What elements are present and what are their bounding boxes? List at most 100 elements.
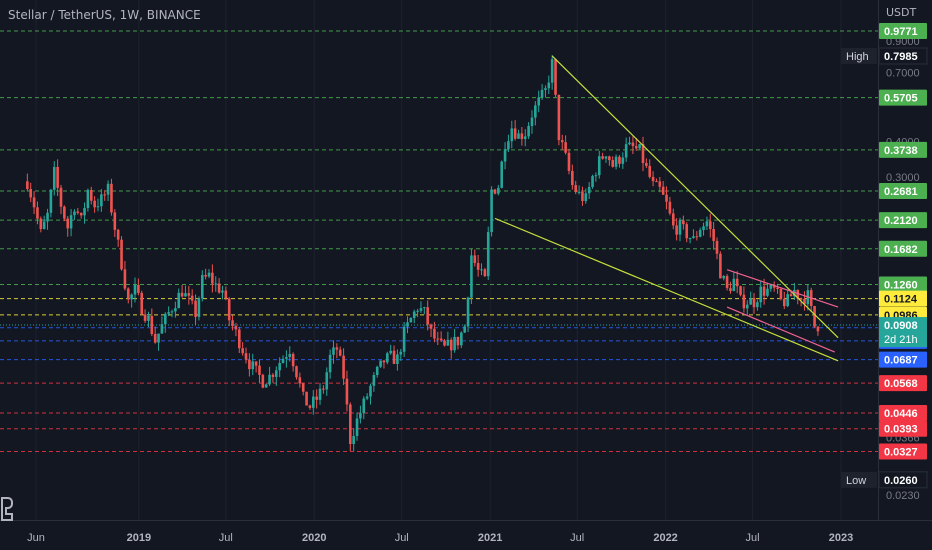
candle-body [480, 269, 483, 271]
candle-body [554, 59, 557, 95]
candle-body [557, 94, 561, 141]
candle-body [739, 286, 742, 295]
candle-body [631, 142, 635, 147]
candle-body [476, 263, 480, 270]
candle-body [73, 211, 76, 216]
candle-body [63, 206, 66, 219]
candle-body [392, 350, 396, 364]
candle-body [29, 188, 33, 198]
candle-body [163, 313, 167, 325]
candle-body [406, 322, 409, 327]
candle-body [126, 288, 130, 300]
price-axis-tags: 0.9771 0.5705 0.3738 0.2681 0.2120 0.1682 0.12… [841, 23, 928, 489]
candle-body [745, 304, 749, 309]
high-value: 0.7985 [884, 51, 918, 63]
candle-body [470, 255, 473, 298]
candle-body [439, 338, 443, 341]
candle-body [312, 396, 315, 408]
price-level-tag-bg [879, 375, 927, 392]
candle-body [298, 377, 302, 384]
candle-body [338, 349, 342, 356]
candle-body [712, 229, 715, 241]
candle-body [89, 189, 93, 201]
price-level-tag-bg [879, 405, 927, 422]
candle-body [150, 315, 154, 335]
candle-body [157, 333, 160, 343]
candle-body [227, 298, 231, 321]
candle-body [130, 294, 133, 300]
candle-body [315, 396, 318, 400]
candle-body [372, 374, 376, 386]
candle-body [234, 326, 238, 330]
candle-body [668, 201, 672, 214]
candle-body [671, 213, 675, 226]
price-level-tag-bg [879, 212, 927, 229]
candle-body [581, 191, 584, 201]
candle-body [628, 142, 631, 145]
candle-body [614, 156, 618, 167]
price-level-tag: 0.3738 [884, 145, 918, 157]
candle-body [140, 292, 144, 315]
candle-body [742, 294, 746, 309]
candle-body [46, 212, 49, 222]
currency-label: USDT [886, 6, 917, 19]
candle-body [772, 284, 776, 288]
candle-body [271, 374, 275, 377]
candle-body [365, 396, 369, 399]
candle-body [160, 324, 164, 334]
candle-body [49, 189, 53, 213]
candle-body [658, 181, 662, 187]
candle-body [113, 212, 117, 230]
candle-body [214, 283, 218, 285]
price-level-tag-bg [879, 141, 927, 158]
candle-body [412, 311, 416, 319]
candle-body [446, 339, 450, 346]
candle-body [490, 189, 493, 233]
candle-body [779, 288, 783, 299]
candle-body [281, 358, 285, 363]
candle-body [362, 398, 366, 414]
candle-body [675, 225, 678, 235]
candle-body [732, 278, 736, 292]
candle-body [473, 255, 477, 264]
candle-body [187, 293, 191, 296]
candle-body [42, 221, 46, 230]
price-level-tag: 0.0327 [884, 446, 918, 458]
candle-body [86, 189, 90, 209]
candle-body [776, 287, 779, 289]
price-level-tag-bg [879, 23, 927, 39]
price-level-tag: 0.1682 [884, 244, 918, 256]
time-tick-label: 2020 [302, 532, 326, 544]
tradingview-logo-icon[interactable] [0, 496, 14, 522]
symbol-title[interactable]: Stellar / TetherUS, 1W, BINANCE [8, 8, 201, 22]
candle-body [645, 163, 648, 166]
candle-body [530, 117, 534, 126]
candle-body [261, 374, 265, 388]
price-level-tag-bg [879, 290, 927, 307]
candle-body [725, 276, 729, 289]
candle-body [503, 149, 507, 162]
candle-body [769, 284, 773, 289]
price-tick-label: 0.3000 [886, 172, 920, 184]
candle-body [207, 272, 211, 277]
candle-body [174, 308, 177, 312]
candle-body [537, 97, 541, 106]
price-level-lines [0, 30, 878, 452]
candle-body [419, 308, 423, 311]
candle-body [106, 183, 110, 195]
candle-body [513, 128, 517, 139]
countdown-label: 2d 21h [884, 334, 918, 346]
candle-body [655, 181, 658, 183]
candle-body [766, 288, 769, 296]
candle-body [601, 156, 604, 159]
candle-body [571, 170, 574, 186]
candle-body [120, 239, 123, 270]
candle-body [301, 383, 305, 392]
candle-body [349, 404, 352, 444]
candle-body [678, 220, 682, 235]
candle-body [258, 365, 261, 375]
candle-body [443, 340, 446, 346]
high-label-bg [841, 47, 877, 64]
